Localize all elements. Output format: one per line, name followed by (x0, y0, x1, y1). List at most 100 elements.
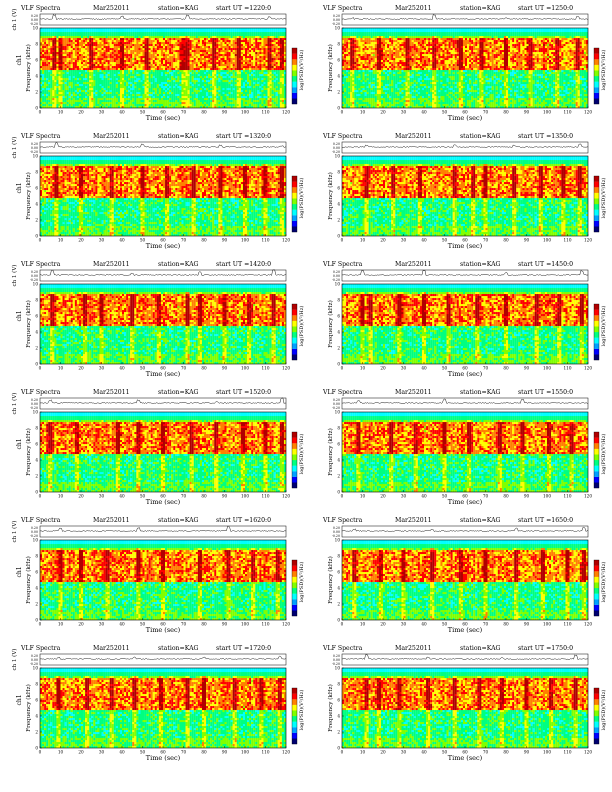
heatmap-cell (58, 32, 61, 35)
heatmap-cell (206, 38, 209, 41)
heatmap-cell (58, 84, 61, 87)
heatmap-cell (124, 52, 127, 55)
heatmap-cell (197, 40, 200, 43)
heatmap-cell (107, 60, 110, 63)
heatmap-cell (109, 56, 112, 59)
heatmap-cell (60, 42, 63, 45)
heatmap-cell (89, 78, 92, 81)
heatmap-cell (152, 54, 155, 57)
heatmap-cell (177, 72, 180, 75)
heatmap-cell (199, 104, 202, 107)
heatmap-cell (222, 40, 225, 43)
heatmap-cell (101, 54, 104, 57)
heatmap-cell (85, 98, 88, 101)
heatmap-cell (167, 28, 170, 31)
heatmap-cell (158, 56, 161, 59)
heatmap-cell (195, 32, 198, 35)
heatmap-cell (277, 72, 280, 75)
heatmap-cell (263, 102, 266, 105)
heatmap-cell (72, 32, 75, 35)
heatmap-cell (187, 38, 190, 41)
heatmap-cell (83, 44, 86, 47)
heatmap-cell (204, 68, 207, 71)
heatmap-cell (181, 34, 184, 37)
heatmap-cell (251, 64, 254, 67)
heatmap-cell (230, 30, 233, 33)
heatmap-cell (70, 52, 73, 55)
heatmap-cell (212, 66, 215, 69)
heatmap-cell (257, 60, 260, 63)
heatmap-cell (234, 36, 237, 39)
heatmap-cell (101, 92, 104, 95)
heatmap-cell (128, 64, 131, 67)
heatmap-cell (199, 52, 202, 55)
heatmap-cell (89, 76, 92, 79)
heatmap-cell (169, 48, 172, 51)
heatmap-cell (179, 44, 182, 47)
heatmap-cell (265, 72, 268, 75)
heatmap-cell (134, 106, 137, 109)
heatmap-cell (89, 100, 92, 103)
heatmap-cell (195, 66, 198, 69)
heatmap-cell (181, 100, 184, 103)
heatmap-cell (214, 66, 217, 69)
heatmap-cell (269, 80, 272, 83)
heatmap-cell (222, 60, 225, 63)
heatmap-cell (99, 58, 102, 61)
heatmap-cell (132, 30, 135, 33)
heatmap-cell (175, 58, 178, 61)
heatmap-cell (257, 32, 260, 35)
heatmap-cell (154, 64, 157, 67)
heatmap-cell (267, 32, 270, 35)
heatmap-cell (193, 84, 196, 87)
heatmap-cell (105, 100, 108, 103)
heatmap-cell (42, 64, 45, 67)
heatmap-cell (163, 74, 166, 77)
heatmap-cell (103, 62, 106, 65)
heatmap-cell (140, 78, 143, 81)
heatmap-cell (148, 92, 151, 95)
heatmap-cell (138, 38, 141, 41)
heatmap-cell (40, 62, 43, 65)
heatmap-cell (42, 80, 45, 83)
heatmap-cell (173, 42, 176, 45)
heatmap-cell (64, 64, 67, 67)
heatmap-cell (169, 40, 172, 43)
heatmap-cell (66, 42, 69, 45)
heatmap-cell (126, 62, 129, 65)
heatmap-cell (238, 40, 241, 43)
heatmap-cell (107, 28, 110, 31)
heatmap-cell (251, 48, 254, 51)
heatmap-cell (173, 86, 176, 89)
heatmap-cell (189, 90, 192, 93)
heatmap-cell (193, 106, 196, 109)
heatmap-cell (236, 80, 239, 83)
heatmap-cell (185, 92, 188, 95)
heatmap-cell (230, 66, 233, 69)
heatmap-cell (50, 52, 53, 55)
heatmap-cell (140, 70, 143, 73)
heatmap-cell (234, 48, 237, 51)
heatmap-cell (342, 88, 345, 91)
heatmap-cell (148, 40, 151, 43)
heatmap-cell (220, 64, 223, 67)
heatmap-cell (66, 44, 69, 47)
heatmap-cell (50, 58, 53, 61)
heatmap-cell (52, 54, 55, 57)
heatmap-cell (126, 92, 129, 95)
heatmap-cell (234, 70, 237, 73)
heatmap-cell (89, 82, 92, 85)
heatmap-cell (204, 32, 207, 35)
heatmap-cell (253, 46, 256, 49)
heatmap-cell (204, 102, 207, 105)
heatmap-cell (122, 100, 125, 103)
heatmap-cell (105, 82, 108, 85)
heatmap-cell (261, 100, 264, 103)
heatmap-cell (52, 72, 55, 75)
heatmap-cell (83, 52, 86, 55)
heatmap-cell (70, 50, 73, 53)
heatmap-cell (117, 66, 120, 69)
heatmap-cell (95, 52, 98, 55)
heatmap-cell (66, 38, 69, 41)
heatmap-cell (245, 34, 248, 37)
